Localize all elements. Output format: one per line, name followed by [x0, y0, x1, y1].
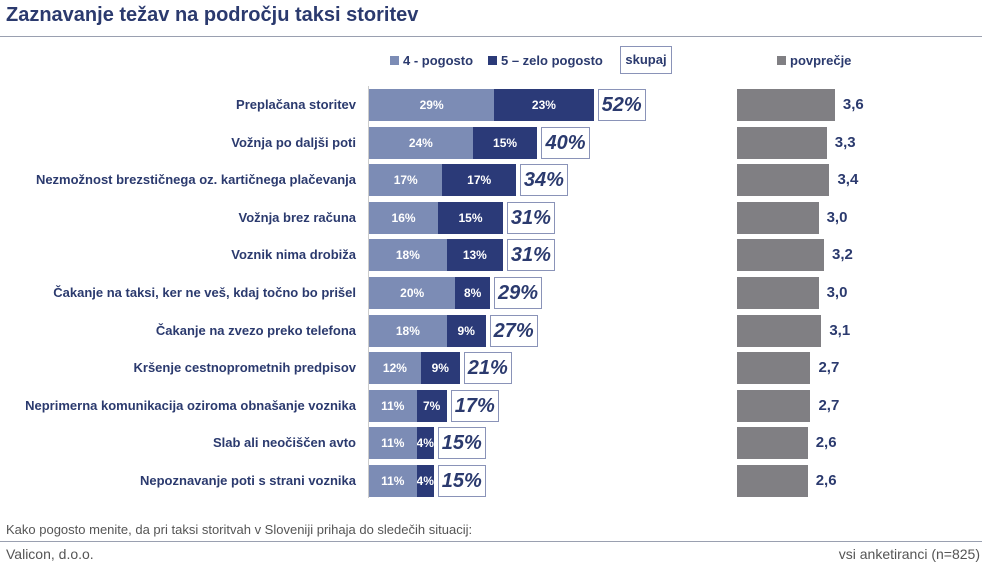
- average-label: 2,7: [818, 359, 840, 377]
- chart-title: Zaznavanje težav na področju taksi stori…: [6, 4, 419, 26]
- legend-label: 4 - pogosto: [403, 53, 474, 68]
- legend-very-often: 5 – zelo pogosto: [488, 53, 603, 68]
- bar-average: [737, 239, 825, 272]
- bar-average: [737, 89, 835, 121]
- bar-often: 11%: [369, 427, 417, 460]
- bar-average: [737, 352, 811, 385]
- bar-average: [737, 164, 830, 197]
- bar-often: 24%: [369, 126, 473, 159]
- bar-very-often: 4%: [416, 465, 434, 497]
- total-label: 15%: [437, 427, 486, 460]
- bar-very-often: 4%: [416, 427, 434, 460]
- bar-very-often: 9%: [420, 352, 460, 385]
- category-label: Nezmožnost brezstičnega oz. kartičnega p…: [35, 172, 356, 188]
- average-label: 3,0: [826, 284, 848, 301]
- bar-very-often: 13%: [446, 239, 503, 272]
- category-label: Preplačana storitev: [236, 97, 356, 112]
- bar-very-often: 15%: [438, 201, 503, 234]
- title-divider: [0, 36, 982, 37]
- legend-swatch: [777, 56, 786, 65]
- bar-very-often: 8%: [455, 277, 490, 309]
- bar-often: 18%: [369, 314, 447, 347]
- total-label: 17%: [450, 389, 499, 422]
- category-label: Vožnja po daljši poti: [231, 134, 356, 150]
- bar-often: 18%: [369, 239, 447, 272]
- bar-very-often: 23%: [494, 89, 594, 121]
- bar-very-often: 7%: [416, 389, 447, 422]
- category-label: Čakanje na zvezo preko telefona: [155, 322, 356, 338]
- total-label: 31%: [506, 239, 555, 272]
- footer-question: Kako pogosto menite, da pri taksi storit…: [6, 522, 473, 537]
- footer-divider: [0, 541, 982, 542]
- bar-often: 12%: [369, 352, 421, 385]
- bar-often: 20%: [369, 277, 456, 309]
- bar-very-often: 17%: [442, 164, 516, 197]
- bar-often: 29%: [369, 89, 495, 121]
- legend-label: 5 – zelo pogosto: [501, 53, 603, 68]
- category-label: Nepoznavanje poti s strani voznika: [140, 473, 356, 488]
- category-label: Neprimerna komunikacija oziroma obnašanj…: [25, 397, 356, 413]
- legend-label: povprečje: [790, 53, 852, 68]
- bar-often: 16%: [369, 201, 439, 234]
- legend-avg: povprečje: [777, 53, 851, 68]
- footer-company: Valicon, d.o.o.: [6, 546, 94, 562]
- bar-average: [737, 126, 827, 159]
- total-label: 52%: [597, 89, 646, 121]
- category-label: Vožnja brez računa: [238, 209, 356, 225]
- total-label: 29%: [493, 277, 542, 309]
- average-label: 3,4: [837, 171, 859, 189]
- bar-often: 11%: [369, 465, 417, 497]
- category-axis: [368, 86, 369, 498]
- total-label: 31%: [506, 201, 555, 234]
- bar-average: [737, 465, 808, 497]
- average-label: 2,6: [815, 434, 837, 452]
- legend-total: skupaj: [620, 46, 672, 74]
- average-label: 2,7: [818, 396, 840, 414]
- bar-very-often: 15%: [472, 126, 538, 159]
- category-label: Čakanje na taksi, ker ne veš, kdaj točno…: [53, 285, 356, 300]
- legend-often: 4 - pogosto: [390, 53, 473, 68]
- bar-average: [737, 427, 808, 460]
- category-label: Voznik nima drobiža: [231, 247, 356, 263]
- legend-swatch: [488, 56, 497, 65]
- bar-average: [737, 314, 822, 347]
- bar-very-often: 9%: [446, 314, 486, 347]
- average-label: 3,1: [829, 321, 851, 339]
- total-label: 40%: [541, 126, 590, 159]
- category-label: Kršenje cestnoprometnih predpisov: [133, 360, 357, 376]
- average-label: 2,6: [815, 472, 837, 489]
- category-label: Slab ali neočiščen avto: [212, 435, 356, 451]
- total-label: 27%: [489, 314, 538, 347]
- bar-average: [737, 277, 819, 309]
- average-label: 3,2: [832, 246, 853, 264]
- bar-average: [737, 389, 811, 422]
- legend-swatch: [390, 56, 399, 65]
- bar-average: [737, 201, 819, 234]
- total-label: 15%: [437, 465, 486, 497]
- bar-often: 11%: [369, 389, 417, 422]
- bar-often: 17%: [369, 164, 443, 197]
- total-label: 34%: [519, 164, 568, 197]
- footer-sample: vsi anketiranci (n=825): [838, 546, 980, 562]
- average-label: 3,3: [834, 133, 856, 151]
- total-label: 21%: [463, 352, 512, 385]
- average-label: 3,6: [842, 96, 864, 113]
- average-label: 3,0: [826, 208, 848, 226]
